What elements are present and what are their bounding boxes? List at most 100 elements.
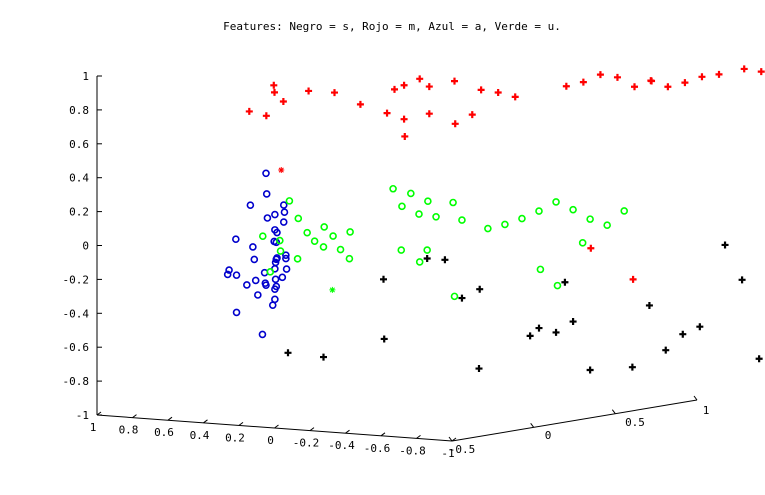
x-tick-label: -1: [441, 447, 454, 460]
x-tick-label: -0.8: [399, 444, 426, 457]
x-tick-mark: [451, 437, 457, 442]
data-point: [451, 77, 458, 85]
z-tick-label: 0.8: [69, 104, 89, 117]
data-point: [397, 246, 406, 254]
data-point: [424, 197, 432, 205]
data-point: [271, 88, 278, 96]
x-tick-mark: [238, 421, 244, 426]
data-point: [261, 279, 270, 287]
x-tick-mark: [274, 424, 279, 429]
y-tick-label: 0: [545, 429, 552, 442]
data-point: [270, 81, 278, 89]
data-point: [279, 218, 288, 226]
data-point: [285, 197, 294, 205]
data-point: [415, 258, 424, 266]
z-tick-label: 0: [82, 240, 89, 253]
data-point: [232, 271, 241, 279]
data-point: [586, 366, 594, 374]
y-tick-mark: [693, 395, 698, 401]
data-point: [561, 278, 569, 286]
data-point: [553, 281, 562, 290]
x-tick-label: -0.2: [293, 437, 320, 450]
data-point: [647, 77, 655, 85]
data-point: [562, 82, 570, 90]
data-point: [477, 86, 485, 94]
z-tick-label: 1: [82, 70, 89, 83]
x-tick-label: 0: [267, 434, 274, 447]
data-point: [303, 228, 311, 237]
x-tick-label: 0.6: [154, 426, 174, 439]
data-point: [232, 235, 240, 244]
data-point: [282, 265, 291, 273]
data-point: [329, 286, 336, 293]
data-point: [518, 214, 526, 223]
x-tick-mark: [309, 427, 315, 432]
y-tick-label: -0.5: [449, 443, 476, 456]
data-point: [262, 190, 271, 198]
x-tick-label: 0.4: [190, 429, 210, 442]
data-point: [320, 223, 329, 231]
data-point: [425, 83, 433, 91]
data-point: [278, 273, 287, 282]
x-tick-mark: [167, 416, 173, 421]
x-tick-label: 0.8: [119, 424, 139, 437]
data-point: [596, 71, 604, 79]
data-point: [383, 109, 391, 117]
data-point: [468, 111, 476, 119]
data-point: [329, 232, 337, 240]
z-tick-label: -0.4: [63, 307, 90, 320]
data-point: [450, 292, 459, 301]
data-point: [310, 237, 319, 245]
z-tick-label: -0.6: [63, 341, 90, 354]
series-4: [329, 286, 336, 293]
data-point: [458, 294, 466, 302]
data-point: [280, 208, 289, 216]
y-tick-label: 1: [703, 404, 710, 417]
z-tick-label: -0.2: [63, 273, 90, 286]
data-point: [249, 243, 257, 251]
data-point: [346, 228, 354, 236]
data-point: [276, 247, 285, 255]
data-point: [628, 363, 636, 371]
z-tick-label: 0.6: [69, 138, 89, 151]
x-tick-mark: [96, 411, 102, 416]
y-tick-label: 0.5: [625, 416, 645, 429]
data-point: [613, 73, 621, 81]
data-point: [407, 189, 415, 198]
z-tick-label: 0.4: [69, 172, 89, 185]
x-tick-mark: [416, 434, 421, 439]
data-point: [294, 214, 303, 223]
data-point: [282, 251, 290, 260]
data-point: [225, 266, 233, 274]
data-point: [526, 332, 534, 340]
data-point: [586, 215, 594, 223]
data-point: [246, 201, 255, 209]
data-point: [458, 216, 466, 224]
data-point: [278, 167, 285, 174]
data-point: [380, 275, 387, 283]
data-point: [251, 276, 260, 285]
axes: [96, 76, 698, 442]
data-point: [356, 100, 364, 108]
series-3: [258, 184, 629, 301]
series-1: [278, 167, 285, 174]
data-point: [271, 226, 279, 234]
data-point: [271, 210, 279, 219]
data-point: [587, 244, 595, 252]
data-point: [243, 281, 251, 289]
data-point: [331, 89, 338, 97]
data-point: [631, 83, 638, 91]
data-point: [578, 239, 587, 247]
z-tick-label: -0.8: [63, 375, 90, 388]
y-axis-line: [451, 399, 698, 442]
data-point: [476, 285, 484, 293]
z-tick-label: -1: [76, 409, 89, 422]
data-point: [757, 68, 765, 76]
data-point: [401, 132, 409, 140]
data-point: [271, 285, 279, 293]
data-point: [272, 255, 281, 264]
series-0: [245, 65, 765, 283]
x-tick-mark: [203, 419, 208, 424]
data-point: [484, 224, 492, 233]
